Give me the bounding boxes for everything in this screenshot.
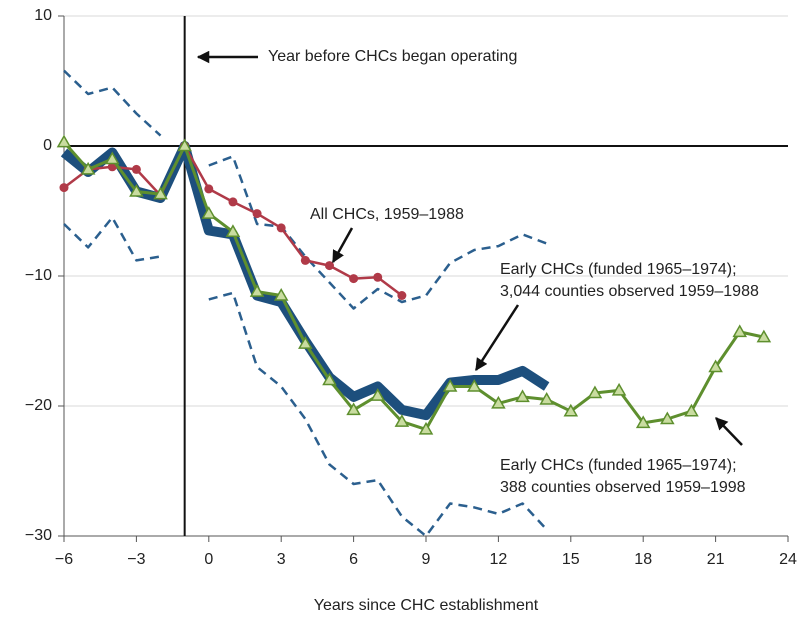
point <box>442 378 458 392</box>
x-tick-label: 21 <box>707 551 725 568</box>
annotation: Early CHCs (funded 1965–1974); <box>500 261 737 278</box>
point <box>153 186 168 200</box>
point <box>59 183 69 193</box>
point <box>204 184 214 194</box>
point <box>201 206 217 219</box>
point <box>107 162 117 172</box>
x-tick-label: 6 <box>349 551 358 568</box>
point <box>177 138 192 152</box>
point <box>635 415 651 429</box>
point <box>539 391 554 405</box>
point <box>491 395 506 409</box>
point <box>56 134 72 148</box>
annotation: All CHCs, 1959–1988 <box>310 206 464 223</box>
point <box>611 382 627 396</box>
x-tick-label: −6 <box>55 551 73 568</box>
x-axis-label: Years since CHC establishment <box>314 597 539 614</box>
point <box>732 324 748 338</box>
point <box>249 284 265 297</box>
annotation: 3,044 counties observed 1959–1988 <box>500 283 759 300</box>
point <box>322 372 337 386</box>
point <box>129 183 144 197</box>
point <box>684 403 699 417</box>
annotation-arrow <box>331 227 354 264</box>
point <box>515 389 530 403</box>
point <box>324 261 334 271</box>
y-tick-label: −10 <box>25 267 52 284</box>
point <box>300 255 310 265</box>
x-tick-label: 9 <box>422 551 431 568</box>
point <box>276 223 286 233</box>
point <box>587 385 603 399</box>
series-line <box>62 141 765 431</box>
x-tick-label: 12 <box>490 551 508 568</box>
point <box>660 411 675 425</box>
x-tick-label: −3 <box>127 551 145 568</box>
point <box>394 414 410 427</box>
point <box>756 329 772 343</box>
point <box>273 287 289 301</box>
point <box>466 378 482 392</box>
y-tick-label: −30 <box>25 527 52 544</box>
x-tick-label: 0 <box>204 551 213 568</box>
series-line <box>63 216 548 538</box>
point <box>708 359 723 373</box>
annotation: 388 counties observed 1959–1998 <box>500 479 746 496</box>
annotation-arrow <box>715 417 743 446</box>
point <box>228 197 238 207</box>
point <box>80 161 96 175</box>
annotation: Early CHCs (funded 1965–1974); <box>500 457 737 474</box>
point <box>346 402 361 416</box>
point <box>563 403 579 417</box>
point <box>370 388 386 401</box>
x-tick-label: 15 <box>562 551 580 568</box>
point <box>418 421 434 435</box>
x-tick-label: 18 <box>634 551 652 568</box>
y-tick-label: −20 <box>25 397 52 414</box>
point <box>225 224 241 238</box>
y-tick-label: 10 <box>34 7 52 24</box>
series-line <box>63 69 548 310</box>
annotation: Year before CHCs began operating <box>268 48 517 65</box>
y-tick-label: 0 <box>43 137 52 154</box>
x-tick-label: 3 <box>277 551 286 568</box>
point <box>131 164 141 174</box>
point <box>349 274 359 284</box>
annotation-arrow <box>474 304 520 372</box>
point <box>373 272 383 282</box>
x-tick-label: 24 <box>779 551 797 568</box>
point <box>252 209 262 219</box>
point <box>397 291 407 300</box>
point <box>104 151 120 165</box>
point <box>298 336 313 349</box>
